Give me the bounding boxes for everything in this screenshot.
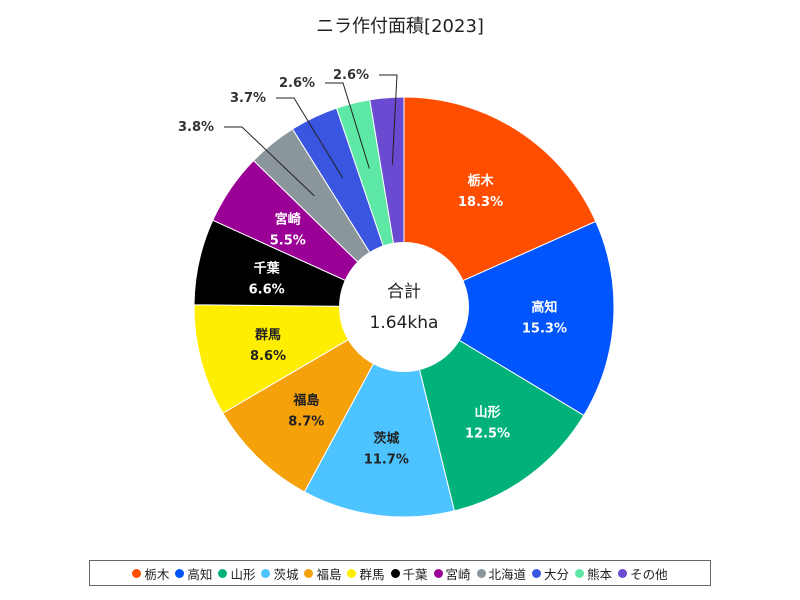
legend-item-山形: 山形 — [218, 564, 255, 583]
legend-item-高知: 高知 — [175, 564, 212, 583]
slice-name-栃木: 栃木 — [468, 173, 495, 189]
legend-item-宮崎: 宮崎 — [433, 564, 471, 583]
slice-name-福島: 福島 — [292, 392, 319, 408]
legend-label: 栃木 — [144, 566, 170, 582]
legend-label: 千葉 — [402, 566, 428, 582]
legend-label: 群馬 — [359, 566, 385, 582]
slice-高知 — [402, 220, 615, 417]
legend-item-栃木: 栃木 — [132, 564, 169, 583]
donut-hole — [339, 242, 469, 372]
legend: 栃木 高知 山形 茨城 福島 群馬 千葉 宮崎 北海道 大分 熊本 その他 — [89, 560, 711, 586]
legend-item-群馬: 群馬 — [347, 564, 385, 583]
legend-label: 宮崎 — [445, 566, 471, 582]
legend-item-福島: 福島 — [304, 564, 341, 583]
leader-line-その他 — [379, 74, 398, 165]
legend-item-茨城: 茨城 — [261, 564, 298, 583]
outer-label-大分: 3.7% — [230, 91, 266, 106]
pie-chart: ニラ作付面積[2023] 栃木 18.3% 高知 15.3% 山形 12.5% 茨城 11.7… — [178, 16, 615, 518]
legend-marker — [476, 568, 486, 578]
slice-value-福島: 8.7% — [288, 414, 324, 429]
legend-label: 高知 — [187, 566, 213, 582]
legend-marker — [304, 568, 314, 578]
slice-name-高知: 高知 — [531, 300, 557, 316]
legend-label: 北海道 — [488, 566, 527, 582]
legend-marker — [132, 568, 142, 578]
legend-marker — [532, 568, 542, 578]
legend-label: 茨城 — [273, 566, 299, 582]
slice-山形 — [403, 305, 585, 512]
slice-value-群馬: 8.6% — [250, 349, 286, 364]
outer-label-その他: 2.6% — [333, 68, 369, 83]
legend-marker — [433, 568, 443, 578]
legend-item-千葉: 千葉 — [390, 564, 428, 583]
legend-label: 福島 — [316, 566, 342, 582]
slice-value-栃木: 18.3% — [458, 195, 503, 210]
legend-marker — [347, 568, 357, 578]
legend-item-北海道: 北海道 — [476, 564, 527, 583]
slice-value-茨城: 11.7% — [364, 453, 409, 468]
outer-label-熊本: 2.6% — [279, 76, 315, 91]
legend-label: 山形 — [230, 566, 256, 582]
legend-marker — [175, 568, 185, 578]
chart-title: ニラ作付面積[2023] — [316, 16, 484, 37]
outer-label-北海道: 3.8% — [178, 120, 214, 135]
legend-marker — [390, 568, 400, 578]
slice-name-山形: 山形 — [474, 404, 500, 420]
leader-line-熊本 — [325, 82, 370, 169]
slice-name-千葉: 千葉 — [254, 260, 281, 276]
legend-item-その他: その他 — [618, 564, 668, 583]
legend-marker — [618, 568, 628, 578]
legend-marker — [218, 568, 228, 578]
legend-label: 熊本 — [587, 566, 613, 582]
leader-line-北海道 — [224, 126, 315, 197]
slice-栃木 — [403, 96, 597, 308]
slice-value-宮崎: 5.5% — [270, 234, 306, 249]
slice-value-高知: 15.3% — [522, 322, 567, 337]
slice-name-茨城: 茨城 — [373, 431, 399, 447]
slice-value-山形: 12.5% — [465, 426, 510, 441]
slice-value-千葉: 6.6% — [249, 282, 285, 297]
legend-item-熊本: 熊本 — [575, 564, 612, 583]
center-total: 1.64kha — [370, 313, 439, 333]
slice-name-宮崎: 宮崎 — [275, 212, 301, 228]
legend-item-大分: 大分 — [532, 564, 569, 583]
leader-line-大分 — [276, 97, 344, 179]
slice-name-群馬: 群馬 — [255, 327, 281, 343]
legend-label: 大分 — [544, 566, 570, 582]
legend-label: その他 — [630, 566, 668, 582]
center-label: 合計 — [387, 282, 421, 302]
legend-marker — [575, 568, 585, 578]
legend-marker — [261, 568, 271, 578]
